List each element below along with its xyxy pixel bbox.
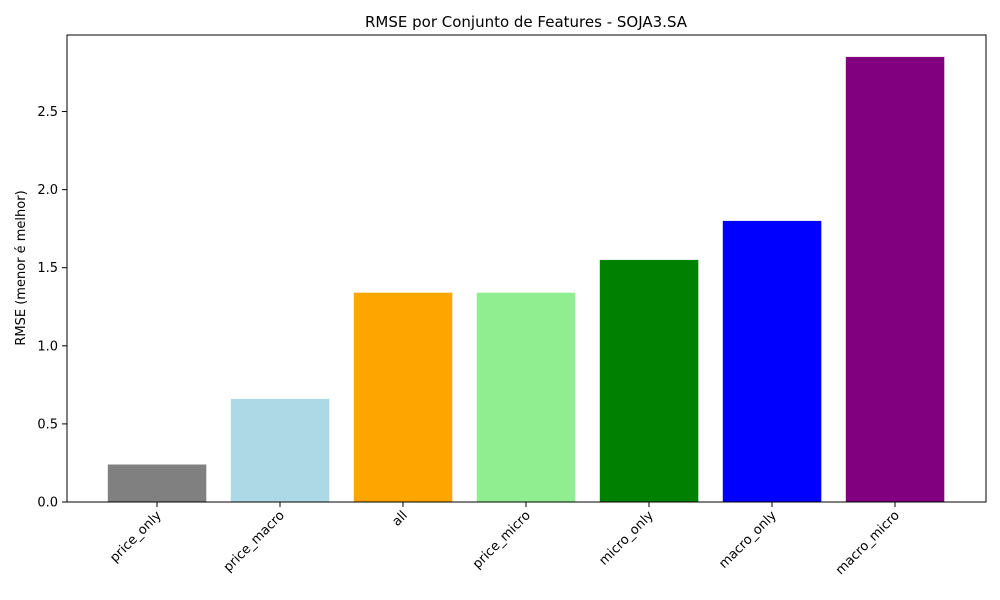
bars-layer (107, 56, 945, 503)
bar-macro-only (722, 220, 822, 502)
bar-price-macro (230, 398, 330, 502)
x-tick-label: price_micro (470, 508, 534, 572)
y-axis: 0.0 0.5 1.0 1.5 2.0 2.5 (37, 105, 67, 511)
chart-title: RMSE por Conjunto de Features - SOJA3.SA (365, 13, 688, 31)
y-tick-label: 1.0 (37, 339, 58, 354)
x-tick-label: price_macro (221, 508, 288, 575)
bar-price-micro (476, 292, 576, 502)
y-axis-title: RMSE (menor é melhor) (14, 190, 29, 345)
bar-all (353, 292, 453, 502)
y-tick-label: 0.5 (37, 417, 58, 432)
y-tick-label: 1.5 (37, 261, 58, 276)
y-tick-label: 0.0 (37, 496, 58, 511)
bar-micro-only (599, 259, 699, 502)
x-tick-label: micro_only (596, 508, 657, 569)
y-tick-label: 2.5 (37, 105, 58, 120)
x-axis: price_only price_macro all price_micro micro… (107, 502, 903, 578)
x-tick-label: price_only (107, 508, 165, 566)
bar-macro-micro (845, 56, 945, 503)
bar-price-only (107, 464, 207, 502)
x-tick-label: macro_micro (833, 508, 903, 578)
x-tick-label: macro_only (716, 508, 780, 572)
x-tick-label: all (389, 508, 410, 529)
y-tick-label: 2.0 (37, 183, 58, 198)
plot-frame (66, 34, 987, 503)
